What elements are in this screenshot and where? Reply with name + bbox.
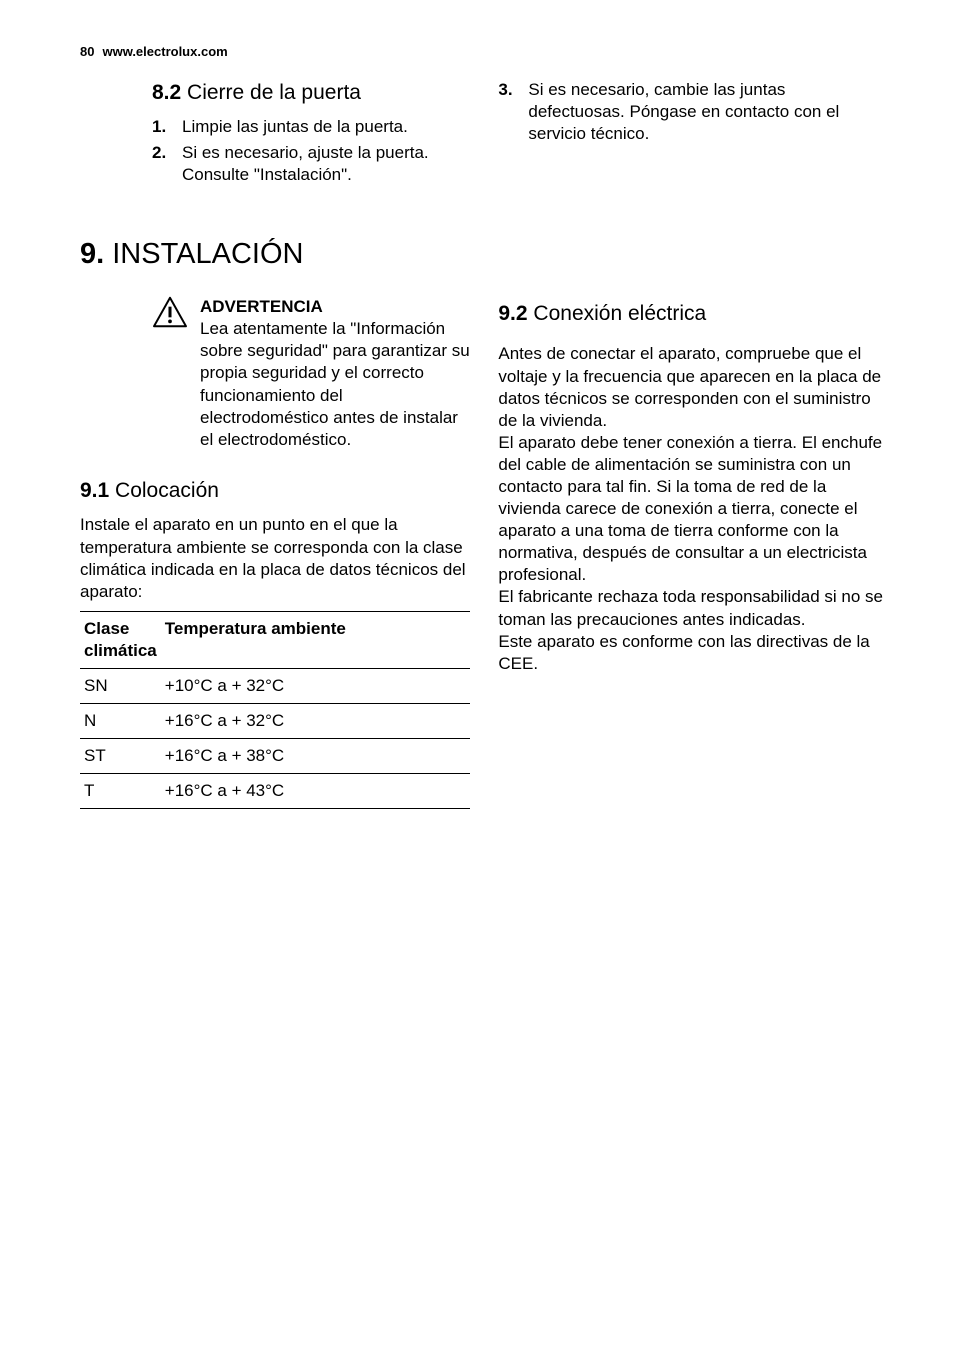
table-cell: ST [80, 739, 161, 774]
table-row: ST +16°C a + 38°C [80, 739, 470, 774]
section-8-2-left: 8.2 Cierre de la puerta 1. Limpie las ju… [80, 79, 470, 191]
heading-9-1: 9.1 Colocación [80, 477, 470, 504]
section-9-row: ADVERTENCIA Lea atentamente la "Informac… [80, 296, 886, 809]
list-index: 3. [498, 79, 528, 145]
section-8-2-row: 8.2 Cierre de la puerta 1. Limpie las ju… [80, 79, 886, 191]
table-cell: +10°C a + 32°C [161, 668, 471, 703]
warning-block: ADVERTENCIA Lea atentamente la "Informac… [152, 296, 470, 451]
page-number: 80 [80, 44, 94, 61]
warning-text: ADVERTENCIA Lea atentamente la "Informac… [200, 296, 470, 451]
list-text: Limpie las juntas de la puerta. [182, 116, 470, 138]
list-item: 1. Limpie las juntas de la puerta. [152, 116, 470, 138]
heading-8-2-number: 8.2 [152, 81, 181, 104]
paragraph-9-2-1: Antes de conectar el aparato, compruebe … [498, 343, 886, 431]
climate-table: Clase climática Temperatura ambiente SN … [80, 611, 470, 810]
section-8-2-right: 3. Si es necesario, cambie las juntas de… [498, 79, 886, 191]
table-cell: +16°C a + 43°C [161, 774, 471, 809]
table-row: N +16°C a + 32°C [80, 704, 470, 739]
warning-icon [152, 296, 188, 451]
list-text: Si es necesario, cambie las juntas defec… [528, 79, 886, 145]
heading-9-1-title: Colocación [115, 479, 219, 502]
heading-9: 9. INSTALACIÓN [80, 236, 886, 274]
list-index: 1. [152, 116, 182, 138]
heading-8-2: 8.2 Cierre de la puerta [152, 79, 470, 106]
list-8-2-left: 1. Limpie las juntas de la puerta. 2. Si… [152, 116, 470, 186]
heading-9-number: 9. [80, 238, 104, 270]
table-row: T +16°C a + 43°C [80, 774, 470, 809]
list-8-2-right: 3. Si es necesario, cambie las juntas de… [498, 79, 886, 145]
table-cell: +16°C a + 32°C [161, 704, 471, 739]
list-item: 3. Si es necesario, cambie las juntas de… [498, 79, 886, 145]
list-index: 2. [152, 142, 182, 186]
warning-body: Lea atentamente la "Información sobre se… [200, 318, 470, 451]
site-url: www.electrolux.com [102, 44, 227, 61]
warning-title: ADVERTENCIA [200, 296, 470, 318]
intro-9-1: Instale el aparato en un punto en el que… [80, 514, 470, 602]
table-header-col1: Clase climática [80, 611, 161, 668]
table-cell: T [80, 774, 161, 809]
paragraph-9-2-3: El fabricante rechaza toda responsabilid… [498, 586, 886, 630]
heading-9-title: INSTALACIÓN [112, 238, 303, 270]
heading-9-2: 9.2 Conexión eléctrica [498, 300, 886, 327]
heading-9-2-title: Conexión eléctrica [533, 302, 706, 325]
section-9-right: 9.2 Conexión eléctrica Antes de conectar… [498, 300, 886, 809]
paragraph-9-2-2: El aparato debe tener conexión a tierra.… [498, 432, 886, 587]
section-9-left: ADVERTENCIA Lea atentamente la "Informac… [80, 296, 470, 809]
table-cell: SN [80, 668, 161, 703]
table-cell: N [80, 704, 161, 739]
page-header: 80 www.electrolux.com [80, 44, 886, 61]
section-9-1: 9.1 Colocación Instale el aparato en un … [152, 471, 470, 810]
list-item: 2. Si es necesario, ajuste la puerta. Co… [152, 142, 470, 186]
heading-9-1-number: 9.1 [80, 479, 109, 502]
table-cell: +16°C a + 38°C [161, 739, 471, 774]
paragraph-9-2-4: Este aparato es conforme con las directi… [498, 631, 886, 675]
list-text: Si es necesario, ajuste la puerta. Consu… [182, 142, 470, 186]
table-header-col2: Temperatura ambiente [161, 611, 471, 668]
table-row: SN +10°C a + 32°C [80, 668, 470, 703]
heading-9-2-number: 9.2 [498, 302, 527, 325]
heading-8-2-title: Cierre de la puerta [187, 81, 361, 104]
